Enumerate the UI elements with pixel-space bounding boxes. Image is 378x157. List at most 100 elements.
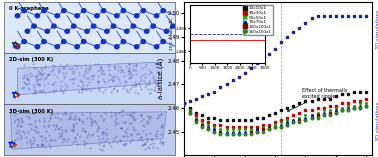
Point xyxy=(26,82,32,85)
Point xyxy=(33,89,39,92)
30x30x1 xyxy=(309,110,314,111)
Point xyxy=(124,89,130,92)
Circle shape xyxy=(82,40,86,43)
Circle shape xyxy=(135,45,139,49)
Point xyxy=(145,146,151,149)
Point xyxy=(60,67,66,69)
Point xyxy=(109,78,115,81)
Point xyxy=(79,81,85,84)
150x150x1 xyxy=(340,110,344,111)
Circle shape xyxy=(45,29,50,33)
Point xyxy=(24,74,30,77)
Point xyxy=(98,141,104,144)
Point xyxy=(12,114,18,116)
70x70x1 xyxy=(340,110,344,111)
Point xyxy=(120,87,126,89)
Line: 10x10x1: 10x10x1 xyxy=(183,90,367,121)
50x50x1 xyxy=(273,124,277,126)
Point xyxy=(12,139,18,141)
Point xyxy=(124,128,130,130)
Point xyxy=(104,132,110,134)
Point xyxy=(70,128,76,131)
Point xyxy=(95,81,101,83)
50x50x1 xyxy=(340,107,344,109)
Point xyxy=(33,83,39,85)
50x50x1 xyxy=(364,102,369,104)
Point xyxy=(155,116,161,118)
150x150x1 xyxy=(212,131,217,133)
Point xyxy=(133,83,139,86)
150x150x1 xyxy=(273,126,277,128)
Point xyxy=(43,140,49,143)
Point xyxy=(15,123,22,126)
Point xyxy=(56,136,62,139)
30x30x1 xyxy=(242,126,247,128)
Circle shape xyxy=(22,9,26,13)
Point xyxy=(111,87,117,89)
Point xyxy=(55,71,61,73)
Point xyxy=(71,72,77,74)
Point xyxy=(72,115,78,117)
Circle shape xyxy=(52,24,56,28)
Point xyxy=(101,144,107,146)
Point xyxy=(25,79,31,81)
Point xyxy=(31,138,37,141)
Point xyxy=(37,72,43,74)
Circle shape xyxy=(75,45,79,49)
100x100x1 xyxy=(315,114,320,116)
10x10x1 xyxy=(346,93,350,95)
Point xyxy=(113,122,119,124)
Y-axis label: a-lattice (Å): a-lattice (Å) xyxy=(156,58,165,99)
10x10x1 xyxy=(212,117,217,119)
Point xyxy=(110,76,116,78)
70x70x1 xyxy=(224,131,229,133)
Point xyxy=(87,65,93,67)
100x100x1 xyxy=(364,105,369,107)
Point xyxy=(100,91,106,93)
Point xyxy=(116,139,122,141)
Circle shape xyxy=(121,9,125,13)
Point xyxy=(35,77,41,80)
Point xyxy=(150,74,156,77)
Point xyxy=(125,91,131,94)
Point xyxy=(97,65,103,67)
30x30x1 xyxy=(200,119,204,121)
Point xyxy=(139,67,145,69)
Point xyxy=(37,71,43,73)
Circle shape xyxy=(141,9,146,13)
50x50x1 xyxy=(261,126,265,128)
Point xyxy=(35,131,41,133)
Point xyxy=(133,64,139,66)
Circle shape xyxy=(131,24,136,28)
Point xyxy=(75,90,81,92)
Point xyxy=(36,89,42,92)
Point xyxy=(132,91,138,93)
Point xyxy=(157,142,163,144)
Point xyxy=(130,128,136,130)
Point xyxy=(115,77,121,79)
Point xyxy=(100,69,106,72)
Point xyxy=(141,125,147,127)
Point xyxy=(20,77,26,79)
Line: 70x70x1: 70x70x1 xyxy=(183,102,367,133)
10x10x1 xyxy=(224,119,229,121)
70x70x1 xyxy=(194,119,198,121)
Point xyxy=(25,131,31,133)
Point xyxy=(107,85,113,88)
50x50x1 xyxy=(230,128,235,130)
Point xyxy=(33,67,39,70)
70x70x1 xyxy=(230,131,235,133)
Point xyxy=(61,74,67,77)
Point xyxy=(34,78,40,81)
Point xyxy=(141,73,147,76)
Point xyxy=(26,117,32,119)
Point xyxy=(73,143,79,145)
Point xyxy=(142,86,148,88)
Point xyxy=(27,139,33,141)
Text: 2D-sim (300 K): 2D-sim (300 K) xyxy=(9,57,53,62)
Point xyxy=(88,118,94,121)
Point xyxy=(29,73,36,76)
10x10x1 xyxy=(236,119,241,121)
Point xyxy=(15,132,22,135)
Point xyxy=(115,65,121,67)
